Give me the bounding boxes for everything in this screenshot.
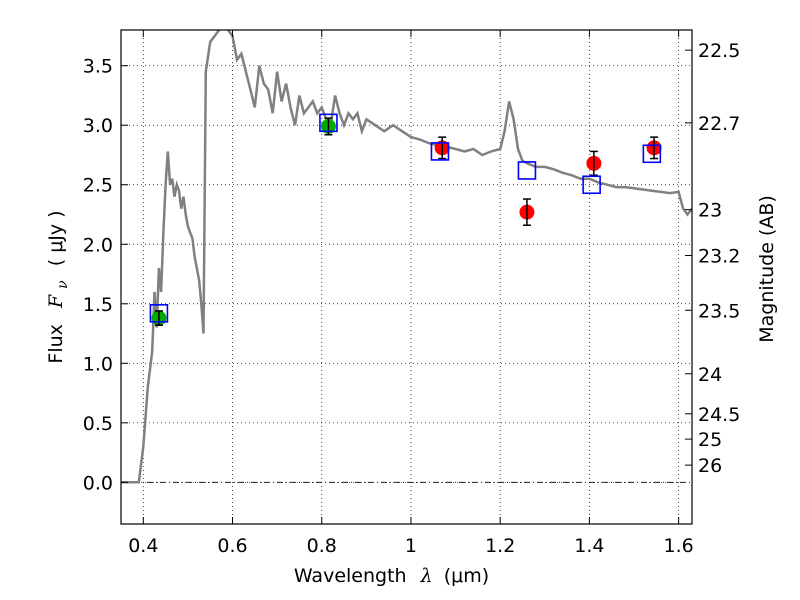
- y-right-tick-label: 22.5: [698, 40, 740, 62]
- y-tick-label: 0.5: [83, 413, 113, 435]
- blue-model-square: [149, 304, 169, 323]
- y-tick-label: 0.0: [83, 472, 113, 494]
- x-axis-label: Wavelength λ (μm): [294, 565, 489, 587]
- y-tick-label: 1.0: [83, 353, 113, 375]
- y-tick-label: 3.0: [83, 115, 113, 137]
- x-tick-label: 0.6: [217, 535, 247, 557]
- y-axis-label: Flux F ν ( μJy ): [45, 210, 72, 363]
- x-tick-label: 1: [405, 535, 417, 557]
- x-axis-label-symbol: λ: [420, 565, 433, 587]
- y-tick-label: 1.5: [83, 294, 113, 316]
- y-right-tick-label: 22.7: [698, 113, 740, 135]
- y-right-tick-label: 23: [698, 200, 722, 222]
- x-tick-label: 1.4: [574, 535, 604, 557]
- y-right-tick-label: 23.2: [698, 246, 740, 268]
- x-tick-label: 0.4: [128, 535, 158, 557]
- y-tick-label: 3.5: [83, 56, 113, 78]
- blue-model-square: [319, 113, 338, 133]
- axis-ticks: 0.4 0.6 0.8 1 1.2 1.4 1.6 0.0 0.5 1.0 1.5 2.0 2.5 3.0…: [83, 30, 740, 557]
- x-axis-label-prefix: Wavelength: [294, 565, 407, 587]
- blue-model-square: [517, 161, 537, 180]
- x-tick-label: 1.2: [485, 535, 515, 557]
- y-tick-label: 2.0: [83, 234, 113, 256]
- y-right-tick-label: 25: [698, 429, 722, 451]
- x-axis-label-unit: (μm): [444, 565, 489, 587]
- y-tick-label: 2.5: [83, 175, 113, 197]
- plot-area: [121, 30, 692, 484]
- y-right-tick-label: 24: [698, 364, 722, 386]
- y-right-tick-label: 24.5: [698, 404, 740, 426]
- blue-model-square: [430, 142, 450, 161]
- x-tick-label: 0.8: [307, 535, 337, 557]
- y-right-tick-label: 26: [698, 455, 722, 477]
- y-right-axis-label: Magnitude (AB): [756, 195, 778, 343]
- blue-model-square: [582, 175, 601, 195]
- y-axis-label-prefix: Flux: [45, 324, 67, 364]
- blue-model-square: [642, 144, 662, 164]
- y-axis-label-subscript: ν: [55, 280, 71, 289]
- plot-frame: [120, 29, 693, 525]
- x-tick-label: 1.6: [664, 535, 694, 557]
- y-axis-label-unit: ( μJy ): [45, 210, 67, 266]
- y-right-tick-label: 23.5: [698, 300, 740, 322]
- y-axis-label-symbol: F: [45, 294, 67, 309]
- model-spectrum-line: [121, 30, 692, 484]
